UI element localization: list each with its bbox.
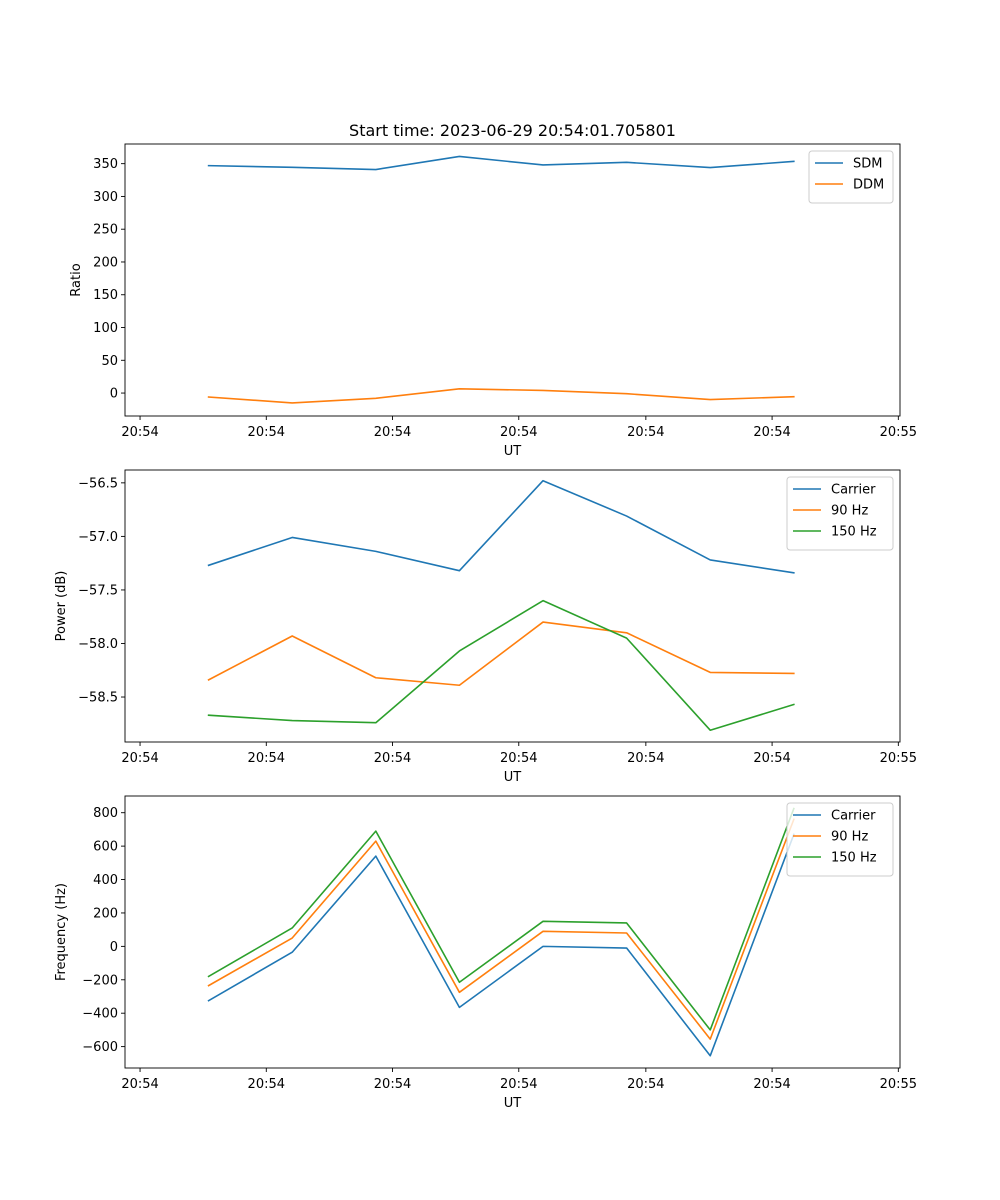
series-line-1 xyxy=(207,833,795,1057)
y-tick-label: −600 xyxy=(82,1040,118,1055)
y-tick-label: −57.5 xyxy=(78,583,118,598)
y-tick-label: 350 xyxy=(93,157,118,172)
series-line-3 xyxy=(207,807,795,1031)
x-tick-label: 20:54 xyxy=(248,425,285,440)
x-tick-label: 20:54 xyxy=(627,1077,664,1092)
x-tick-label: 20:54 xyxy=(121,425,158,440)
legend: Carrier 90 Hz 150 Hz xyxy=(786,476,894,551)
axes-frame xyxy=(124,143,901,417)
legend-label: 150 Hz xyxy=(831,851,877,866)
y-tick-label: −57.0 xyxy=(78,530,118,545)
series-line-2 xyxy=(207,621,795,687)
legend: SDM DDM xyxy=(808,150,894,204)
y-tick-label: 200 xyxy=(93,906,118,921)
y-tick-label: 300 xyxy=(93,190,118,205)
x-tick-label: 20:54 xyxy=(753,751,790,766)
legend-label: Carrier xyxy=(831,809,876,824)
x-tick-label: 20:54 xyxy=(627,751,664,766)
x-tick-label: 20:55 xyxy=(880,1077,917,1092)
series-line-2 xyxy=(207,387,795,404)
y-tick-label: 0 xyxy=(110,940,118,955)
legend-label: DDM xyxy=(853,178,884,193)
y-tick-label: −56.5 xyxy=(78,476,118,491)
x-tick-label: 20:54 xyxy=(121,751,158,766)
x-tick-label: 20:54 xyxy=(753,1077,790,1092)
x-tick-label: 20:54 xyxy=(753,425,790,440)
y-tick-label: 800 xyxy=(93,806,118,821)
x-tick-label: 20:54 xyxy=(374,1077,411,1092)
y-tick-label: 50 xyxy=(101,354,118,369)
x-tick-label: 20:54 xyxy=(500,425,537,440)
series-line-1 xyxy=(207,155,795,171)
chart-panel-3: 20:54 20:54 20:54 20:54 20:54 20:54 20:55 −600 −… xyxy=(54,795,917,1111)
x-tick-label: 20:54 xyxy=(500,751,537,766)
y-tick-label: 400 xyxy=(93,873,118,888)
y-axis-label: Ratio xyxy=(69,263,84,296)
x-axis-label: UT xyxy=(504,444,522,459)
axes-frame xyxy=(124,795,901,1069)
legend-label: 150 Hz xyxy=(831,525,877,540)
y-tick-label: −400 xyxy=(82,1007,118,1022)
y-tick-label: 150 xyxy=(93,288,118,303)
y-tick-label: 250 xyxy=(93,223,118,238)
x-tick-label: 20:55 xyxy=(880,751,917,766)
x-tick-label: 20:54 xyxy=(374,425,411,440)
y-axis-label: Power (dB) xyxy=(54,571,69,642)
chart-panel-2: 20:54 20:54 20:54 20:54 20:54 20:54 20:55 −58.5… xyxy=(54,469,917,785)
y-tick-label: 600 xyxy=(93,840,118,855)
x-axis-label: UT xyxy=(504,770,522,785)
legend-box xyxy=(808,150,894,204)
y-tick-label: 0 xyxy=(110,387,118,402)
chart-title: Start time: 2023-06-29 20:54:01.705801 xyxy=(349,121,676,140)
series-line-1 xyxy=(207,479,795,574)
y-tick-label: −58.0 xyxy=(78,637,118,652)
y-tick-label: 200 xyxy=(93,255,118,270)
x-tick-label: 20:55 xyxy=(880,425,917,440)
x-tick-label: 20:54 xyxy=(374,751,411,766)
legend-label: 90 Hz xyxy=(831,504,868,519)
x-tick-label: 20:54 xyxy=(121,1077,158,1092)
y-tick-label: −200 xyxy=(82,973,118,988)
y-axis-label: Frequency (Hz) xyxy=(54,883,69,981)
chart-panel-1: 20:54 20:54 20:54 20:54 20:54 20:54 20:55 0 50 10… xyxy=(69,121,917,459)
series-line-2 xyxy=(207,818,795,1040)
axes-frame xyxy=(124,469,901,743)
x-axis-label: UT xyxy=(504,1096,522,1111)
y-tick-label: 100 xyxy=(93,321,118,336)
x-tick-label: 20:54 xyxy=(248,1077,285,1092)
legend-label: Carrier xyxy=(831,483,876,498)
series-line-3 xyxy=(207,599,795,732)
y-tick-label: −58.5 xyxy=(78,691,118,706)
x-tick-label: 20:54 xyxy=(500,1077,537,1092)
legend: Carrier 90 Hz 150 Hz xyxy=(786,802,894,877)
legend-label: 90 Hz xyxy=(831,830,868,845)
x-tick-label: 20:54 xyxy=(248,751,285,766)
legend-label: SDM xyxy=(853,157,882,172)
x-tick-label: 20:54 xyxy=(627,425,664,440)
